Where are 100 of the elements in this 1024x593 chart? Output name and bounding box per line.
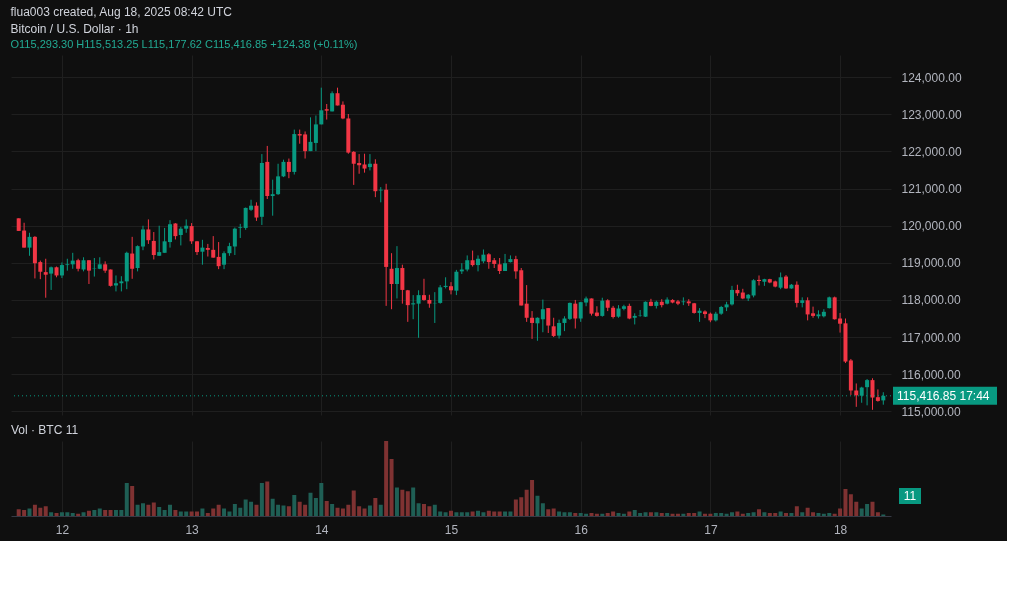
bar [870,501,875,516]
y-tick-label: 123,000.00 [901,107,962,122]
candlestick [757,274,762,286]
bar [443,512,448,516]
bar [535,495,540,516]
bar [816,513,821,516]
candlestick [238,223,243,239]
candlestick [751,278,756,298]
y-tick-label: 119,000.00 [901,256,961,271]
y-tick-label: 118,000.00 [901,293,961,308]
candlestick [794,280,799,308]
candlestick [449,281,453,295]
bar [476,510,481,516]
bar [286,506,291,516]
candlestick [65,258,70,272]
candlestick [870,377,875,411]
bar [405,491,410,516]
x-tick-label: 17 [704,522,718,537]
bar [157,507,162,516]
bar [151,502,156,516]
ref-line-label: 115,416.85 17:44 [897,388,990,403]
candlestick [189,222,194,245]
candlestick [27,232,32,257]
bar [140,503,145,516]
x-tick-label: 14 [315,522,329,537]
bar [416,503,421,516]
bar [367,505,372,516]
candlestick [454,269,459,296]
y-tick-label: 115,000.00 [901,404,961,419]
bar [362,508,367,516]
bar [324,501,329,516]
bar [659,513,664,516]
bar [384,441,389,516]
bar [800,512,805,516]
candlestick [22,222,27,249]
bar [567,512,572,516]
bar [648,512,653,516]
y-tick-label: 121,000.00 [901,182,962,197]
candlestick [405,289,410,323]
candlestick [389,252,394,310]
bar [794,506,799,516]
candlestick [557,319,562,340]
bar [540,503,545,516]
bar [654,512,659,516]
y-tick-label: 117,000.00 [901,330,961,345]
candlestick [535,316,540,342]
candlestick [178,226,183,246]
bar [254,504,259,516]
candlestick [503,253,508,272]
bar [173,510,178,516]
candlestick [524,284,529,323]
bar [54,513,59,516]
candlestick [86,259,91,285]
bar [411,487,416,516]
bar [665,513,670,516]
candlestick [276,163,281,196]
candlestick [530,310,535,340]
bar [81,512,86,516]
bar [449,510,453,516]
bar [875,512,880,516]
bar [216,504,221,516]
bar [49,512,54,516]
bar [103,510,108,516]
x-tick-label: 16 [574,522,589,537]
candlestick [254,201,259,222]
bar [108,510,113,516]
candlestick [270,179,275,217]
bar [222,508,227,516]
candlestick [416,289,421,339]
bar [92,510,97,516]
bar [746,513,751,516]
candlestick [216,241,221,270]
bar [330,504,335,516]
bar [454,512,459,516]
candlestick [476,254,481,272]
x-tick-label: 13 [185,522,200,537]
candlestick [573,299,578,330]
candlestick [367,153,372,171]
candlestick [157,225,162,257]
candlestick [400,264,405,305]
bar [757,509,762,516]
candlestick [875,388,880,403]
bar [573,513,578,516]
bar [130,486,135,516]
text: flua003 created, Aug 18, 2025 08:42 UTC [10,5,233,19]
bar [200,508,205,516]
bar [97,508,102,516]
candlestick [551,317,556,338]
candlestick [211,235,216,259]
text: 11 [903,489,917,503]
candlestick [394,245,399,299]
candlestick [43,258,48,299]
y-tick-label: 120,000.00 [901,219,962,234]
bar [762,512,767,516]
candlestick [286,158,291,179]
candlestick [421,278,426,302]
bar [146,504,151,516]
bar [751,512,756,516]
bar [265,481,270,516]
candlestick [146,218,151,245]
